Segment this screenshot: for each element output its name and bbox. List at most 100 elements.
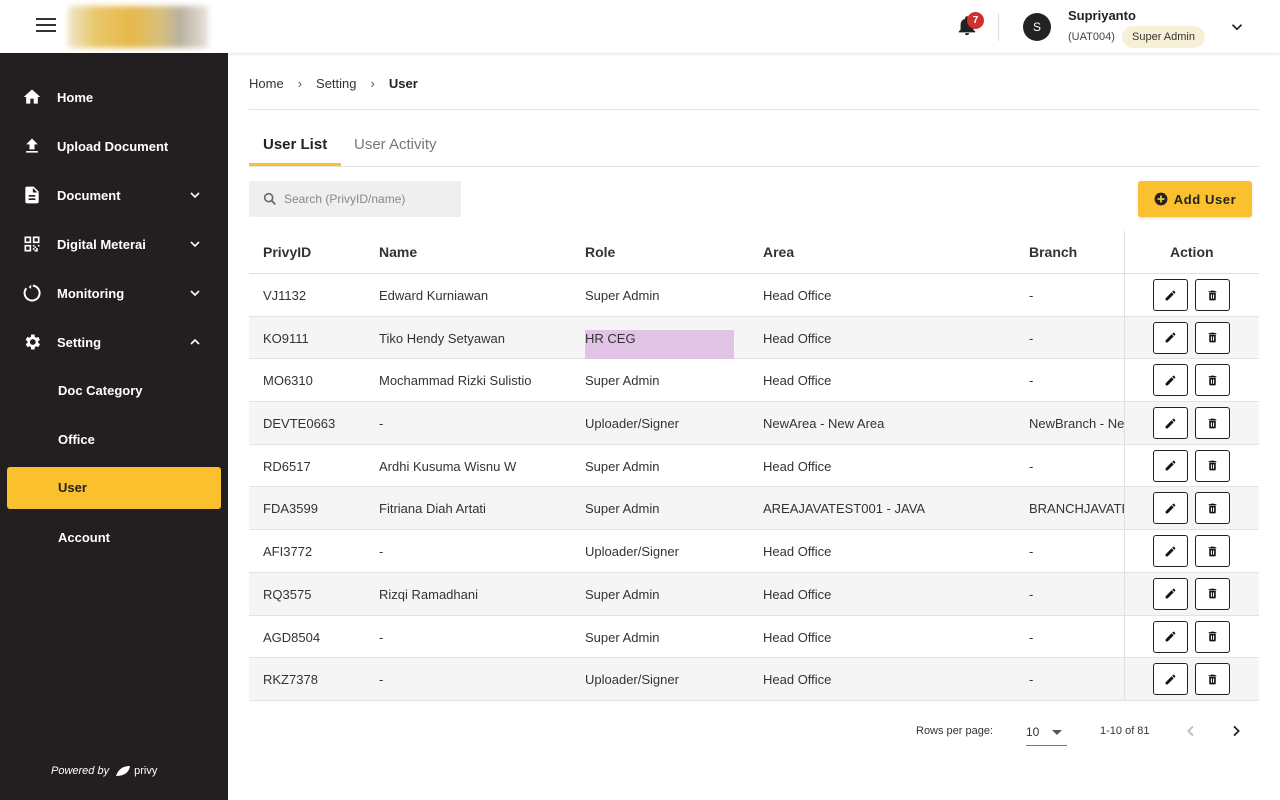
cell-branch: - — [1029, 330, 1034, 346]
cell-branch: - — [1029, 288, 1034, 303]
rows-per-page-label: Rows per page: — [916, 725, 994, 737]
trash-icon — [1208, 674, 1217, 685]
edit-button[interactable] — [1153, 279, 1188, 311]
cell-name: Tiko Hendy Setyawan — [379, 330, 505, 346]
pencil-icon — [1165, 332, 1176, 343]
chevron-down-icon — [190, 241, 200, 248]
pencil-icon — [1165, 588, 1176, 599]
cell-privyid: MO6310 — [263, 373, 313, 389]
delete-button[interactable] — [1195, 535, 1230, 568]
delete-button[interactable] — [1195, 449, 1230, 482]
qr-code-icon — [22, 234, 42, 254]
delete-button[interactable] — [1195, 364, 1230, 397]
chevron-right-icon[interactable] — [1228, 723, 1244, 739]
trash-icon — [1208, 503, 1217, 514]
cell-role: Super Admin — [585, 373, 660, 389]
delete-button[interactable] — [1195, 407, 1230, 440]
pencil-icon — [1165, 460, 1176, 471]
tab-user-activity[interactable]: User Activity — [354, 136, 437, 153]
cell-privyid: DEVTE0663 — [263, 416, 336, 432]
delete-button[interactable] — [1195, 492, 1230, 525]
menu-icon[interactable] — [36, 18, 56, 34]
home-icon — [22, 87, 42, 107]
edit-button[interactable] — [1153, 407, 1188, 440]
delete-button[interactable] — [1195, 577, 1230, 610]
gear-icon — [22, 332, 42, 352]
sidebar-item-upload-document[interactable]: Upload Document — [0, 125, 228, 167]
trash-icon — [1208, 631, 1217, 642]
sidebar-item-home[interactable]: Home — [0, 76, 228, 118]
cell-role: Uploader/Signer — [585, 672, 679, 688]
delete-button[interactable] — [1195, 321, 1230, 354]
plus-circle-icon — [1154, 192, 1168, 206]
cell-name: Ardhi Kusuma Wisnu W — [379, 458, 517, 474]
pagination-range: 1-10 of 81 — [1100, 725, 1150, 737]
chevron-right-icon: › — [370, 76, 375, 91]
chevron-down-icon[interactable] — [1228, 18, 1246, 36]
company-logo — [68, 6, 208, 48]
sidebar-item-digital-meterai[interactable]: Digital Meterai — [0, 223, 228, 265]
sidebar-subitem-label: User — [58, 480, 87, 495]
rows-per-page-select[interactable]: 10 — [1026, 719, 1067, 746]
sidebar-subitem-account[interactable]: Account — [0, 517, 228, 559]
edit-button[interactable] — [1153, 321, 1188, 354]
edit-button[interactable] — [1153, 449, 1188, 482]
edit-button[interactable] — [1153, 577, 1188, 610]
cell-name: - — [379, 416, 384, 432]
table-row: RKZ7378 - Uploader/Signer Head Office - — [249, 658, 1259, 701]
pencil-icon — [1165, 674, 1176, 685]
powered-by: Powered by privy — [51, 765, 157, 777]
edit-button[interactable] — [1153, 663, 1188, 696]
sidebar-item-monitoring[interactable]: Monitoring — [0, 272, 228, 314]
cell-branch: - — [1029, 458, 1034, 474]
add-user-button[interactable]: Add User — [1138, 181, 1252, 217]
sidebar-subitem-user[interactable]: User — [7, 467, 221, 509]
edit-button[interactable] — [1153, 364, 1188, 397]
sidebar-subitem-office[interactable]: Office — [0, 419, 228, 461]
top-bar: 7 S Supriyanto (UAT004) Super Admin — [0, 0, 1280, 53]
cell-branch: - — [1029, 544, 1034, 560]
caret-down-icon — [1052, 730, 1062, 735]
cell-branch: NewBranch - Ne — [1029, 416, 1125, 432]
cell-area: NewArea - New Area — [763, 416, 885, 432]
delete-button[interactable] — [1195, 620, 1230, 653]
notification-count-badge: 7 — [967, 12, 984, 29]
chevron-left-icon[interactable] — [1183, 723, 1199, 739]
cell-branch: - — [1029, 672, 1034, 688]
delete-button[interactable] — [1195, 663, 1230, 696]
sidebar-item-document[interactable]: Document — [0, 174, 228, 216]
column-header-privyid: PrivyID — [263, 244, 312, 260]
sidebar-subitem-doc-category[interactable]: Doc Category — [0, 370, 228, 412]
breadcrumb-home[interactable]: Home — [249, 76, 284, 91]
breadcrumb-setting[interactable]: Setting — [316, 76, 357, 91]
cell-area: Head Office — [763, 330, 832, 346]
cell-area: Head Office — [763, 288, 832, 303]
powered-by-text: Powered by — [51, 765, 110, 777]
pencil-icon — [1165, 631, 1176, 642]
rows-per-page-value: 10 — [1026, 725, 1040, 739]
column-header-branch: Branch — [1029, 244, 1078, 260]
table-row: VJ1132 Edward Kurniawan Super Admin Head Of… — [249, 274, 1259, 317]
table-row: AGD8504 - Super Admin Head Office - — [249, 616, 1259, 659]
search-icon — [263, 192, 276, 205]
cell-privyid: RKZ7378 — [263, 672, 318, 688]
upload-icon — [22, 136, 42, 156]
cell-branch: - — [1029, 373, 1034, 389]
delete-button[interactable] — [1195, 279, 1230, 311]
column-header-area: Area — [763, 244, 795, 260]
search-input[interactable] — [284, 181, 454, 217]
sidebar-item-setting[interactable]: Setting — [0, 321, 228, 363]
edit-button[interactable] — [1153, 535, 1188, 568]
cell-area: Head Office — [763, 544, 832, 560]
edit-button[interactable] — [1153, 492, 1188, 525]
avatar[interactable]: S — [1023, 13, 1051, 41]
selection-highlight — [585, 329, 734, 359]
cell-name: Mochammad Rizki Sulistio — [379, 373, 532, 389]
chevron-right-icon: › — [297, 76, 303, 91]
table-row: MO6310 Mochammad Rizki Sulistio Super Admi… — [249, 359, 1259, 403]
tab-user-list[interactable]: User List — [263, 136, 328, 153]
edit-button[interactable] — [1153, 620, 1188, 653]
cell-privyid: KO9111 — [263, 330, 309, 346]
privy-logo-icon — [116, 766, 131, 776]
table-header: PrivyID Name Role Area Branch Action — [249, 231, 1259, 274]
